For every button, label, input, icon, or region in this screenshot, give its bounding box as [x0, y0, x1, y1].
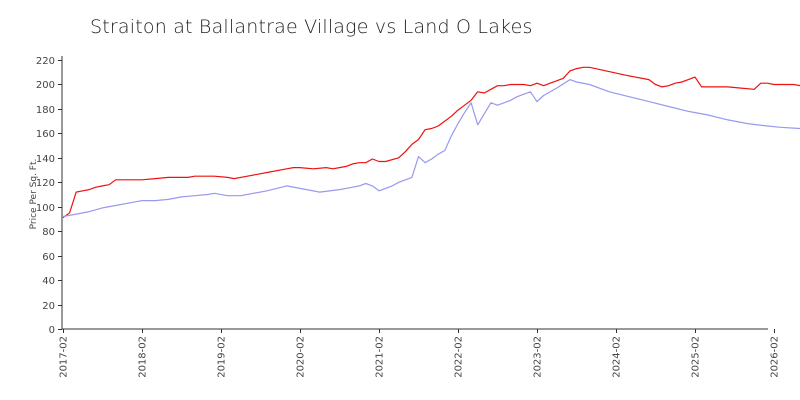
- x-tick-label: 2018-02: [138, 336, 149, 378]
- y-tick-label: 20: [42, 301, 55, 312]
- y-tick-label: 100: [36, 203, 55, 214]
- x-tick-label: 2023-02: [533, 336, 544, 378]
- y-tick-label: 140: [36, 154, 55, 165]
- series-line-2: [62, 79, 800, 218]
- y-tick-label: 160: [36, 129, 55, 140]
- series-line-1: [62, 66, 800, 219]
- chart-labels: 0 20 40 60 80 100 120 140 160 180 200 220 2017-02 201…: [29, 56, 781, 378]
- y-tick-label: 120: [36, 178, 55, 189]
- chart-series: [62, 66, 800, 219]
- x-tick-label: 2025-02: [691, 336, 702, 378]
- y-tick-label: 0: [49, 325, 55, 336]
- chart-title: Straiton at Ballantrae Village vs Land O…: [90, 16, 533, 38]
- x-tick-label: 2020-02: [296, 336, 307, 378]
- y-tick-label: 40: [42, 276, 55, 287]
- x-tick-label: 2017-02: [59, 336, 70, 378]
- chart-axes: [58, 56, 775, 333]
- y-axis-title: Price Per Sq. Ft.: [29, 159, 39, 230]
- x-tick-label: 2021-02: [375, 336, 386, 378]
- y-tick-label: 200: [36, 80, 55, 91]
- y-tick-label: 60: [42, 252, 55, 263]
- y-tick-label: 80: [42, 227, 55, 238]
- x-tick-label: 2026-02: [770, 336, 781, 378]
- x-tick-label: 2022-02: [454, 336, 465, 378]
- y-tick-label: 220: [36, 56, 55, 67]
- x-tick-label: 2024-02: [612, 336, 623, 378]
- y-tick-label: 180: [36, 105, 55, 116]
- x-tick-label: 2019-02: [217, 336, 228, 378]
